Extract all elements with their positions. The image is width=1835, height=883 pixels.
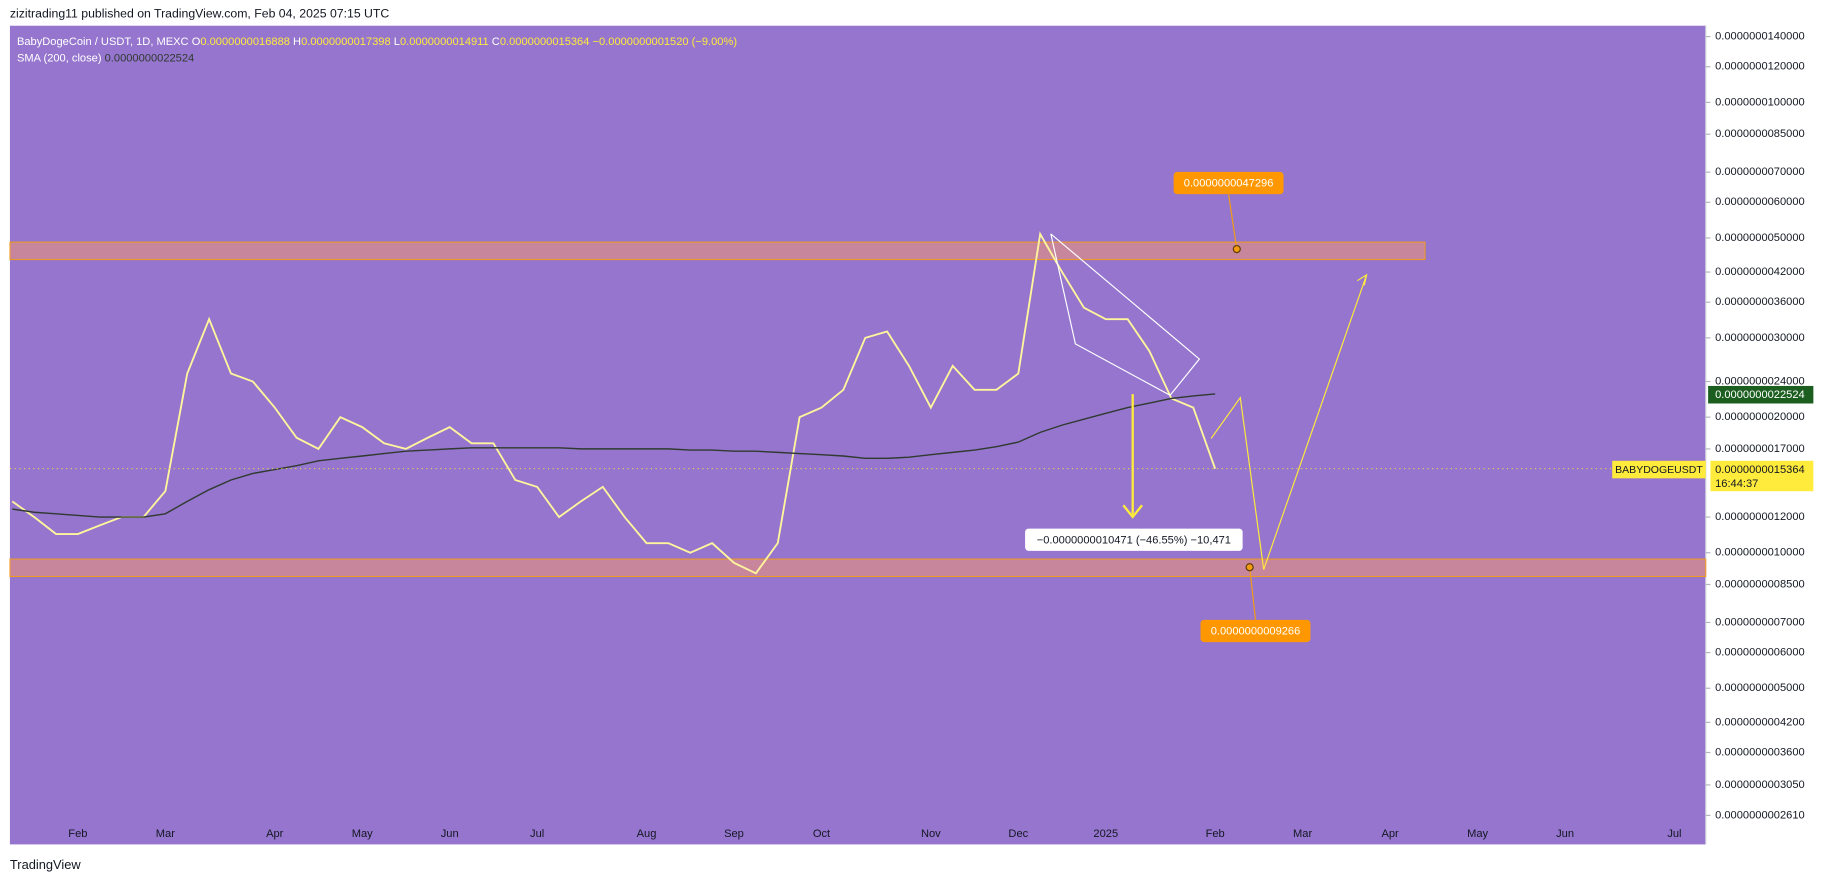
price-badge	[1710, 460, 1814, 492]
footer-brand: TradingView	[10, 857, 81, 872]
zones	[9, 241, 1707, 578]
y-tick-label: 0.0000000020000	[1715, 411, 1805, 423]
y-tick-label: 0.0000000085000	[1715, 128, 1805, 140]
y-tick-label: 0.0000000120000	[1715, 61, 1805, 73]
price-line	[11, 231, 1217, 575]
x-tick-label: Nov	[921, 828, 941, 840]
y-tick-label: 0.0000000003600	[1715, 746, 1805, 758]
x-tick-label: May	[1467, 828, 1488, 840]
x-tick-label: Aug	[637, 828, 657, 840]
legend-value: 0.0000000017398	[301, 36, 391, 48]
x-tick-label: Sep	[724, 828, 744, 840]
x-tick-label: Jul	[1667, 828, 1681, 840]
x-tick-label: Jun	[1556, 828, 1574, 840]
callout-line	[1249, 567, 1257, 620]
legend-key: C	[492, 36, 500, 48]
byline: zizitrading11 published on TradingView.c…	[10, 6, 389, 20]
sma-value: 0.0000000022524	[105, 52, 195, 64]
y-tick-label: 0.0000000005000	[1715, 682, 1805, 694]
price-badge-price: 0.0000000015364	[1715, 464, 1805, 476]
y-tick-label: 0.0000000050000	[1715, 232, 1805, 244]
x-tick-label: 2025	[1093, 828, 1118, 840]
target-box	[1173, 171, 1284, 195]
y-tick-label: 0.0000000002610	[1715, 809, 1805, 821]
y-tick-label: 0.0000000010000	[1715, 547, 1805, 559]
resistance-zone	[9, 241, 1426, 261]
target-box	[1200, 619, 1311, 643]
drawings	[1050, 194, 1368, 620]
y-tick-label: 0.0000000042000	[1715, 266, 1805, 278]
chart-pane	[9, 25, 1706, 845]
legend-value: 0.0000000014911	[400, 36, 489, 48]
x-tick-label: Jul	[530, 828, 544, 840]
projection-arrow	[1356, 273, 1368, 286]
y-tick-label: 0.0000000100000	[1715, 96, 1805, 108]
plot	[9, 231, 1706, 575]
x-tick-label: Mar	[1293, 828, 1312, 840]
x-tick-label: Dec	[1008, 828, 1028, 840]
y-tick-label: 0.0000000007000	[1715, 616, 1805, 628]
x-tick-label: Jun	[441, 828, 459, 840]
sma-badge	[1708, 385, 1814, 404]
y-tick-label: 0.0000000070000	[1715, 166, 1805, 178]
target-low: 0.0000000009266	[1211, 625, 1301, 637]
legend-key: O	[192, 36, 201, 48]
symbol-badge-label: BABYDOGEUSDT	[1615, 464, 1703, 476]
support-zone	[9, 558, 1707, 578]
y-tick-label: 0.0000000060000	[1715, 196, 1805, 208]
legend-value: 0.0000000016888	[200, 36, 290, 48]
sma-name: SMA (200, close)	[17, 52, 102, 64]
wedge	[1050, 233, 1201, 397]
y-tick-label: 0.0000000006000	[1715, 647, 1805, 659]
y-tick-label: 0.0000000003050	[1715, 779, 1805, 791]
measure-box	[1025, 528, 1243, 551]
y-tick-label: 0.0000000030000	[1715, 332, 1805, 344]
x-tick-label: Apr	[266, 828, 284, 840]
callout-line	[1228, 194, 1238, 250]
legend-change: −0.0000000001520 (−9.00%)	[593, 36, 738, 48]
callout-dot	[1232, 245, 1241, 254]
legend-key: L	[394, 36, 400, 48]
symbol-badge	[1612, 460, 1706, 479]
x-tick-label: Oct	[813, 828, 830, 840]
legend-line: SMA (200, close) 0.0000000022524	[17, 52, 194, 64]
x-tick-label: Feb	[68, 828, 87, 840]
legend-key: H	[293, 36, 301, 48]
y-tick-label: 0.0000000024000	[1715, 375, 1805, 387]
sma-badge-value: 0.0000000022524	[1715, 389, 1805, 401]
y-tick-label: 0.0000000004200	[1715, 716, 1805, 728]
legend-value: 0.0000000015364	[500, 36, 590, 48]
y-tick-label: 0.0000000012000	[1715, 511, 1805, 523]
price-badge-countdown: 16:44:37	[1715, 478, 1758, 490]
x-tick-label: May	[352, 828, 373, 840]
target-high: 0.0000000047296	[1184, 178, 1274, 190]
legend-symbol: BabyDogeCoin / USDT, 1D, MEXC	[17, 36, 189, 48]
callout-dot	[1245, 563, 1254, 572]
y-tick-label: 0.0000000008500	[1715, 578, 1805, 590]
x-tick-label: Mar	[156, 828, 175, 840]
y-tick-label: 0.0000000017000	[1715, 443, 1805, 455]
x-tick-label: Feb	[1206, 828, 1225, 840]
price-line	[12, 393, 1216, 518]
x-tick-label: Apr	[1381, 828, 1399, 840]
measure-arrow	[1122, 504, 1143, 519]
projection	[1210, 274, 1368, 570]
measure-label: −0.0000000010471 (−46.55%) −10,471	[1037, 534, 1231, 546]
legend-line: BabyDogeCoin / USDT, 1D, MEXC O0.0000000…	[17, 36, 737, 48]
y-tick-label: 0.0000000036000	[1715, 296, 1805, 308]
y-tick-label: 0.0000000140000	[1715, 31, 1805, 43]
